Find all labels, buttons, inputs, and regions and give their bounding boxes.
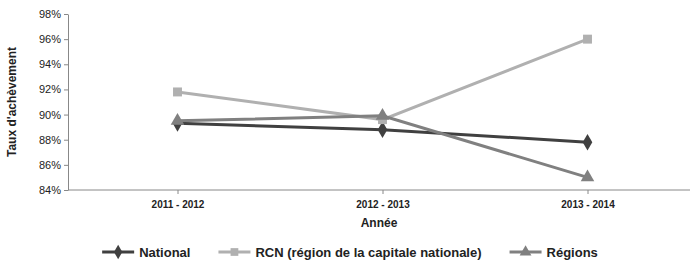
legend-item: National	[102, 245, 190, 260]
chart: 84% 86% 88% 90% 92% 94% 96% 98% 2011 - 2012 2012 …	[0, 0, 700, 268]
y-tick-label: 90%	[39, 109, 61, 121]
legend-marker	[114, 245, 122, 259]
y-tick-label: 86%	[39, 159, 61, 171]
y-tick-label: 96%	[39, 33, 61, 45]
y-tick: 92%	[39, 83, 68, 95]
x-axis-line	[68, 190, 690, 191]
y-tick: 96%	[39, 33, 68, 45]
y-tick-label: 92%	[39, 83, 61, 95]
y-tick-label: 88%	[39, 134, 61, 146]
y-tick-mark	[64, 140, 68, 141]
legend-marker	[231, 248, 239, 256]
plot-area	[171, 35, 595, 182]
legend-label: RCN (région de la capitale nationale)	[255, 245, 481, 260]
y-tick: 98%	[39, 8, 68, 20]
legend-label: Régions	[547, 245, 598, 260]
series-marker	[583, 35, 592, 44]
y-tick-mark	[64, 190, 68, 191]
x-tick-label: 2012 - 2013	[356, 199, 410, 210]
x-tick-mark	[383, 190, 384, 194]
legend-item: Régions	[510, 245, 598, 260]
y-tick-mark	[64, 64, 68, 65]
x-tick: 2011 - 2012	[152, 190, 205, 210]
series-marker	[583, 134, 593, 151]
legend: National RCN (région de la capitale natio…	[102, 245, 598, 260]
y-tick: 84%	[39, 184, 68, 196]
x-axis-title: Année	[361, 216, 398, 230]
x-tick: 2013 - 2014	[561, 190, 615, 210]
y-tick: 90%	[39, 109, 68, 121]
y-tick-mark	[64, 165, 68, 166]
x-tick: 2012 - 2013	[356, 190, 410, 210]
x-axis: 2011 - 2012 2012 - 2013 2013 - 2014	[68, 190, 690, 210]
series-marker	[376, 108, 390, 120]
x-tick-label: 2011 - 2012	[152, 199, 205, 210]
legend-label: National	[139, 245, 190, 260]
y-tick-label: 94%	[39, 58, 61, 70]
series-marker	[581, 170, 595, 182]
y-axis: 84% 86% 88% 90% 92% 94% 96% 98%	[39, 8, 69, 196]
y-tick-mark	[64, 39, 68, 40]
legend-item: RCN (région de la capitale nationale)	[218, 245, 481, 260]
y-tick-label: 84%	[39, 184, 61, 196]
y-axis-line	[68, 15, 69, 191]
y-tick-mark	[64, 89, 68, 90]
y-tick: 88%	[39, 134, 68, 146]
series-line	[178, 39, 588, 119]
y-tick-label: 98%	[39, 8, 61, 20]
legend-marker	[520, 245, 532, 255]
x-tick-mark	[588, 190, 589, 194]
y-tick: 94%	[39, 58, 68, 70]
y-tick-mark	[64, 115, 68, 116]
y-axis-title: Taux d'achèvement	[5, 47, 19, 157]
series-marker	[171, 113, 185, 125]
x-tick-mark	[178, 190, 179, 194]
y-tick: 86%	[39, 159, 68, 171]
y-tick-mark	[64, 14, 68, 15]
series-line	[178, 116, 588, 178]
x-tick-label: 2013 - 2014	[561, 199, 615, 210]
series-marker	[173, 87, 182, 96]
